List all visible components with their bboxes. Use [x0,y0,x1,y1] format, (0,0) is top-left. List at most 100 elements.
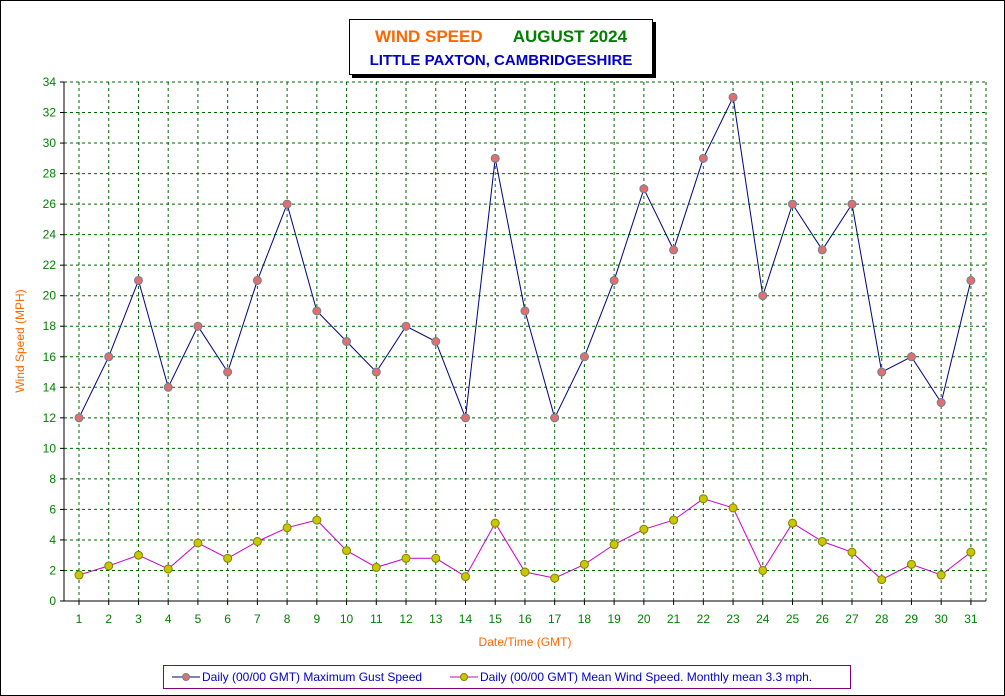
chart-subtitle: LITTLE PAXTON, CAMBRIDGESHIRE [369,52,633,69]
tick-label-x: 21 [667,612,681,626]
data-point-series-0 [401,321,411,331]
data-point-series-0 [609,275,619,285]
data-point-series-1 [401,553,411,563]
title-box: WIND SPEED AUGUST 2024 LITTLE PAXTON, CA… [349,19,653,75]
tick-label-y: 4 [49,533,56,547]
data-point-series-0 [133,275,143,285]
data-point-series-0 [490,153,500,163]
data-point-series-0 [371,367,381,377]
data-point-series-0 [431,337,441,346]
tick-label-y: 34 [43,75,57,89]
data-point-series-1 [520,567,530,577]
data-point-series-1 [609,540,619,550]
data-point-series-1 [342,546,352,556]
data-point-series-0 [966,275,976,285]
data-point-series-0 [282,199,292,209]
tick-label-y: 14 [43,380,57,394]
data-point-series-0 [906,352,916,362]
data-point-series-1 [698,494,708,504]
tick-label-y: 8 [49,472,56,486]
data-point-series-0 [698,153,708,163]
legend-label-gust: Daily (00/00 GMT) Maximum Gust Speed [202,670,423,684]
tick-label-x: 6 [224,612,231,626]
tick-label-x: 5 [195,612,202,626]
data-point-series-0 [817,245,827,255]
data-point-series-1 [252,536,262,546]
data-point-series-0 [639,184,649,194]
data-point-series-1 [282,523,292,533]
tick-label-x: 8 [284,612,291,626]
tick-label-y: 2 [49,563,56,577]
legend: Daily (00/00 GMT) Maximum Gust Speed Dai… [163,665,851,689]
tick-label-y: 18 [43,319,57,333]
data-point-series-1 [460,572,470,582]
tick-label-x: 19 [607,612,621,626]
tick-label-x: 22 [697,612,711,626]
data-point-series-0 [758,291,768,301]
data-point-series-0 [460,413,470,423]
data-point-series-1 [371,562,381,572]
data-point-series-0 [936,398,946,408]
data-point-series-1 [579,559,589,569]
tick-label-x: 15 [489,612,503,626]
tick-label-y: 16 [43,350,57,364]
tick-label-y: 26 [43,197,57,211]
tick-label-x: 30 [934,612,948,626]
tick-label-y: 22 [43,258,57,272]
tick-label-y: 12 [43,411,57,425]
tick-label-x: 25 [786,612,800,626]
data-point-series-0 [312,306,322,316]
legend-swatch-mean [450,673,478,681]
tick-label-y: 6 [49,502,56,516]
tick-label-x: 20 [637,612,651,626]
y-axis-label: Wind Speed (MPH) [13,289,27,392]
tick-label-x: 7 [254,612,261,626]
series [74,92,976,585]
data-point-series-0 [550,413,560,423]
tick-label-x: 11 [370,612,383,626]
data-point-series-1 [877,575,887,585]
tick-label-y: 20 [43,289,57,303]
data-point-series-1 [639,524,649,534]
title-text: WIND SPEED [374,27,483,46]
x-axis-label: Date/Time (GMT) [479,635,572,649]
data-point-series-1 [163,564,173,574]
data-point-series-0 [223,367,233,377]
tick-label-x: 31 [964,612,978,626]
tick-label-y: 32 [43,106,57,120]
data-point-series-0 [847,199,857,209]
tick-label-x: 24 [756,612,770,626]
tick-label-y: 28 [43,167,57,181]
tick-label-x: 29 [905,612,919,626]
data-point-series-1 [669,515,679,525]
data-point-series-0 [788,199,798,209]
data-point-series-1 [104,561,114,571]
tick-label-x: 17 [548,612,562,626]
data-point-series-1 [758,565,768,575]
data-point-series-1 [193,538,203,548]
data-point-series-1 [431,553,441,563]
tick-label-x: 18 [578,612,592,626]
data-point-series-0 [520,306,530,316]
tick-label-y: 30 [43,136,57,150]
tick-label-x: 13 [429,612,443,626]
tick-label-x: 4 [165,612,172,626]
tick-label-x: 10 [340,612,354,626]
tick-label-y: 10 [43,441,57,455]
data-point-series-1 [847,547,857,557]
tick-label-x: 9 [313,612,320,626]
tick-label-x: 1 [76,612,83,626]
data-point-series-1 [133,550,143,560]
chart-title: WIND SPEED AUGUST 2024 [350,27,652,47]
tick-label-x: 3 [135,612,142,626]
data-point-series-1 [728,503,738,513]
data-point-series-1 [74,570,84,580]
data-point-series-0 [252,275,262,285]
data-point-series-1 [223,553,233,563]
data-point-series-0 [193,321,203,331]
data-point-series-0 [728,92,738,102]
data-point-series-1 [817,536,827,546]
data-point-series-1 [312,515,322,525]
